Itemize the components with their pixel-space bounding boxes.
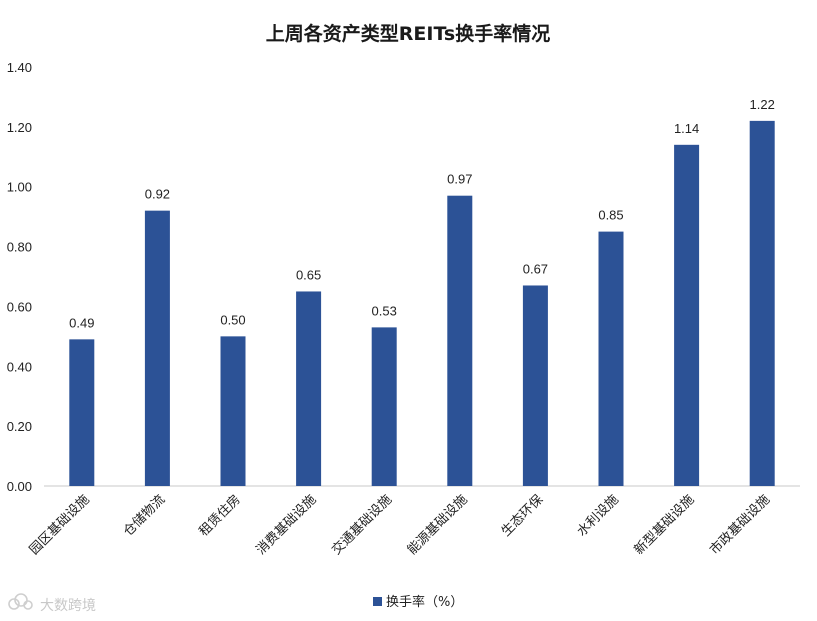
data-label: 0.85 [598,208,623,223]
data-label: 1.22 [750,97,775,112]
cloud-logo-icon [8,593,33,610]
data-label: 0.53 [372,303,397,318]
bar [220,336,246,486]
data-label: 1.14 [674,121,699,136]
bar [447,195,473,486]
data-label: 0.49 [69,315,94,330]
watermark-text: 大数跨境 [40,598,96,614]
y-axis: 0.00 0.20 0.40 0.60 0.80 1.00 1.20 1.40 [7,60,32,494]
watermark: 大数跨境 [8,593,96,614]
bars-group: 0.49 0.92 0.50 0.65 0.53 0.97 0.67 0.85 1.14 1.22 [69,97,775,487]
bar [522,285,548,486]
x-tick-label: 消费基础设施 [254,492,320,558]
y-tick-label: 1.20 [7,120,32,135]
bar [598,231,624,486]
x-tick-label: 能源基础设施 [405,492,471,558]
y-tick-label: 0.80 [7,240,32,255]
data-label: 0.67 [523,261,548,276]
x-tick-label: 水利设施 [574,492,621,539]
bar [674,144,700,487]
data-label: 0.50 [220,312,245,327]
x-tick-label: 交通基础设施 [329,492,395,558]
data-label: 0.65 [296,267,321,282]
bar [749,120,775,486]
legend-swatch [373,597,382,606]
data-label: 0.92 [145,187,170,202]
y-tick-label: 1.40 [7,60,32,75]
x-tick-label: 租赁住房 [196,492,244,540]
x-tick-label: 市政基础设施 [707,492,773,558]
y-tick-label: 0.00 [7,479,32,494]
x-tick-label: 生态环保 [499,492,546,539]
bar [371,327,397,486]
chart-title: 上周各资产类型REITs换手率情况 [266,22,550,45]
data-label: 0.97 [447,172,472,187]
x-tick-label: 新型基础设施 [631,492,697,558]
y-tick-label: 0.20 [7,419,32,434]
x-tick-label: 园区基础设施 [27,492,93,558]
y-tick-label: 0.60 [7,299,32,314]
legend-label: 换手率（%） [386,594,463,610]
y-tick-label: 1.00 [7,180,32,195]
bar [144,210,170,486]
x-axis: 园区基础设施 仓储物流 租赁住房 消费基础设施 交通基础设施 能源基础设施 生态环保 水利设施… [27,485,800,558]
bar [69,339,95,486]
bar [296,291,322,486]
y-tick-label: 0.40 [7,359,32,374]
x-tick-label: 仓储物流 [121,492,168,539]
legend: 换手率（%） [373,594,463,610]
